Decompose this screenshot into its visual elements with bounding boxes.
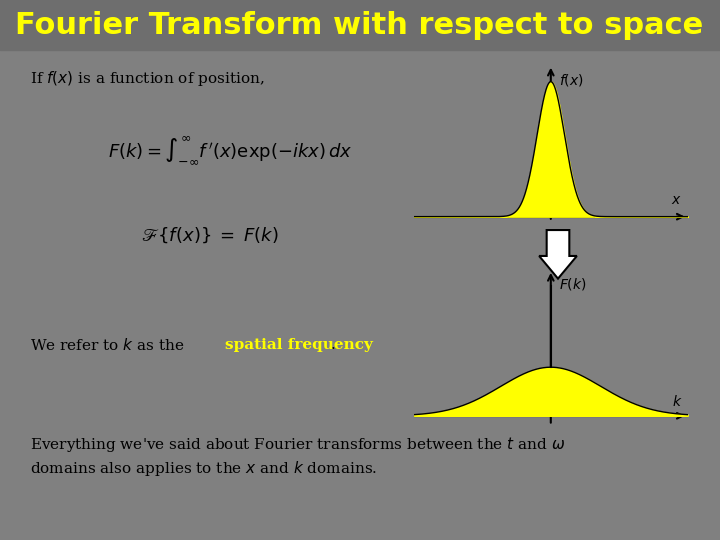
FancyArrow shape — [539, 230, 577, 279]
Text: $k$: $k$ — [672, 394, 682, 409]
Text: $F(k) = \int_{-\infty}^{\infty} f\,'(x) \exp(-ikx)\, dx$: $F(k) = \int_{-\infty}^{\infty} f\,'(x) … — [108, 134, 352, 166]
Text: If $f(x)$ is a function of position,: If $f(x)$ is a function of position, — [30, 69, 264, 87]
Text: $\mathscr{F}\{f(x)\}\; = \;F(k)$: $\mathscr{F}\{f(x)\}\; = \;F(k)$ — [141, 225, 279, 245]
Text: $F(k)$: $F(k)$ — [559, 276, 587, 293]
Text: We refer to $k$ as the: We refer to $k$ as the — [30, 337, 185, 353]
Text: $x$: $x$ — [672, 193, 682, 206]
Text: domains also applies to the $x$ and $k$ domains.: domains also applies to the $x$ and $k$ … — [30, 458, 377, 477]
Text: .: . — [331, 338, 336, 352]
Bar — [0, 0, 720, 50]
Text: spatial frequency: spatial frequency — [225, 338, 373, 352]
Text: $f(x)$: $f(x)$ — [559, 72, 584, 87]
Text: Fourier Transform with respect to space: Fourier Transform with respect to space — [15, 10, 703, 39]
Text: Everything we've said about Fourier transforms between the $t$ and $\omega$: Everything we've said about Fourier tran… — [30, 435, 565, 455]
